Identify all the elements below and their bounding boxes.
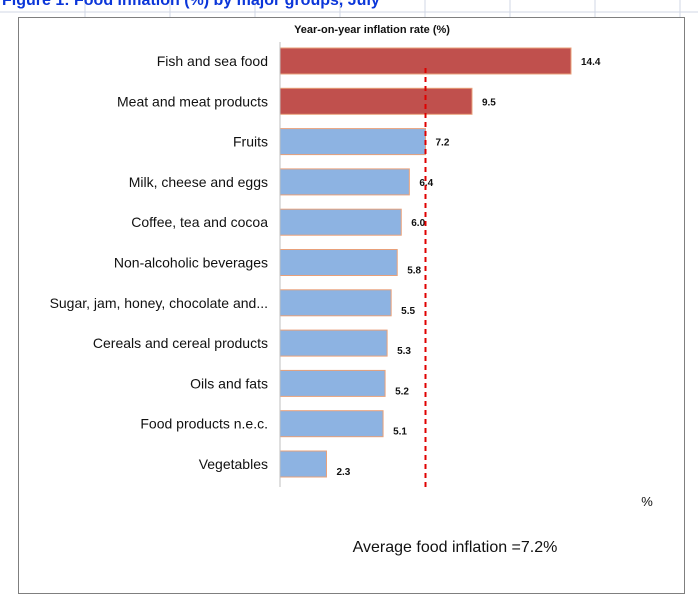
- category-label: Non-alcoholic beverages: [114, 255, 268, 271]
- bar: [280, 411, 383, 437]
- chart-title: Year-on-year inflation rate (%): [294, 24, 450, 36]
- bar: [280, 451, 326, 477]
- data-label: 5.1: [393, 427, 407, 438]
- category-label: Fish and sea food: [157, 53, 268, 69]
- category-label: Food products n.e.c.: [140, 416, 268, 432]
- data-label: 6.0: [411, 218, 425, 229]
- data-label: 14.4: [581, 57, 601, 68]
- bar: [280, 330, 387, 356]
- data-label: 5.2: [395, 386, 409, 397]
- data-label: 9.5: [482, 97, 496, 108]
- average-annotation: Average food inflation =7.2%: [353, 539, 558, 556]
- bar: [280, 370, 385, 396]
- category-label: Sugar, jam, honey, chocolate and...: [50, 295, 268, 311]
- category-label: Cereals and cereal products: [93, 335, 268, 351]
- x-axis-unit-label: %: [641, 494, 653, 509]
- bar: [280, 290, 391, 316]
- category-label: Oils and fats: [190, 375, 268, 391]
- data-label: 6.4: [419, 178, 433, 189]
- data-label: 5.5: [401, 306, 415, 317]
- bar: [280, 129, 426, 155]
- bar: [280, 169, 409, 195]
- data-label: 7.2: [436, 138, 450, 149]
- bar: [280, 88, 472, 114]
- bar: [280, 250, 397, 276]
- category-label: Coffee, tea and cocoa: [131, 214, 268, 230]
- bars-layer: Fish and sea food 14.4 Meat and meat produ…: [50, 48, 601, 478]
- category-label: Meat and meat products: [117, 93, 268, 109]
- bar: [280, 209, 401, 235]
- category-label: Milk, cheese and eggs: [129, 174, 268, 190]
- data-label: 5.8: [407, 266, 421, 277]
- data-label: 5.3: [397, 346, 411, 357]
- category-label: Fruits: [233, 134, 268, 150]
- category-label: Vegetables: [199, 456, 268, 472]
- data-label: 2.3: [336, 467, 350, 478]
